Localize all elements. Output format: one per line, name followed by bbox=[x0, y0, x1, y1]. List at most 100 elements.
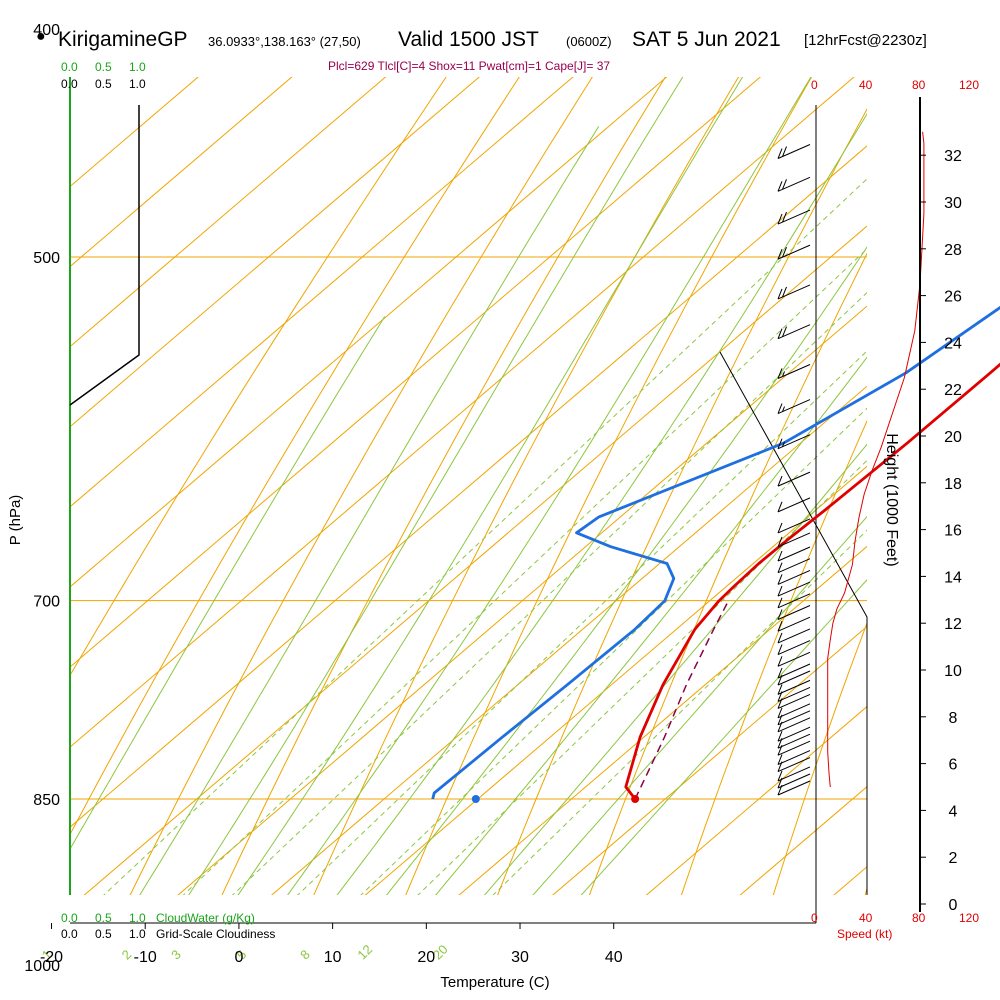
height-tick-label: 26 bbox=[944, 289, 962, 306]
wind-barb-flag bbox=[777, 609, 783, 620]
wind-barb bbox=[777, 651, 811, 667]
mixing-ratio-label: 12 bbox=[354, 942, 375, 963]
wind-barb-staff bbox=[777, 605, 811, 620]
wind-panel bbox=[777, 131, 925, 796]
wind-barb-staff bbox=[777, 593, 811, 609]
isotherm--110 bbox=[70, 77, 199, 188]
wind-barb bbox=[777, 434, 811, 450]
height-tick-label: 10 bbox=[944, 663, 962, 680]
wind-barb-staff bbox=[777, 569, 811, 585]
wind-barb-flag bbox=[777, 288, 783, 300]
wind-barb bbox=[777, 750, 811, 766]
wind-barb-staff bbox=[777, 324, 811, 340]
mixing-ratio-line-2 bbox=[182, 248, 867, 895]
dry-adiabat-60 bbox=[772, 621, 867, 895]
wind-barb bbox=[777, 733, 811, 749]
dry-adiabat-0 bbox=[221, 77, 666, 895]
cloudiness-label: Grid-Scale Cloudiness bbox=[156, 927, 276, 941]
wind-barb-flag bbox=[777, 770, 783, 782]
cloudwater-label: CloudWater (g/Kg) bbox=[156, 911, 255, 925]
wind-barb-flag bbox=[782, 179, 787, 190]
wind-barb-half-flag bbox=[782, 371, 785, 377]
wind-barb-flag bbox=[777, 181, 783, 192]
wind-barb-staff bbox=[777, 434, 811, 450]
x-axis-title: Temperature (C) bbox=[440, 974, 549, 991]
temp-tick-label: 0 bbox=[234, 949, 243, 966]
wind-barb bbox=[777, 324, 811, 340]
wind-barb bbox=[777, 780, 811, 796]
wind-barb bbox=[777, 471, 811, 487]
wind-barb-flag bbox=[777, 501, 783, 513]
cloudiness-line bbox=[69, 105, 140, 406]
moist-adiabat-30 bbox=[532, 515, 867, 895]
wind-barb-staff bbox=[777, 686, 811, 702]
wind-barb-staff bbox=[777, 750, 811, 766]
height-tick-label: 4 bbox=[949, 803, 958, 820]
wind-barb-staff bbox=[777, 518, 811, 534]
height-tick-label: 8 bbox=[949, 710, 958, 727]
station-marker-dot: ● bbox=[36, 28, 46, 45]
height-tick-label: 32 bbox=[944, 148, 962, 165]
dry-adiabat-10 bbox=[313, 77, 740, 895]
wind-barb-flag bbox=[777, 403, 783, 414]
valid-time: Valid 1500 JST bbox=[398, 28, 539, 51]
height-tick-label: 16 bbox=[944, 523, 962, 540]
isotherm-30 bbox=[552, 625, 867, 895]
tropopause-boundary-line bbox=[719, 351, 868, 895]
wind-barb-staff bbox=[777, 581, 811, 597]
wind-barb bbox=[777, 558, 811, 574]
wind-barb-staff bbox=[777, 780, 811, 796]
cloudiness-tick-top-2: 1.0 bbox=[129, 77, 146, 91]
wind-barb bbox=[777, 605, 811, 620]
wind-speed-trace bbox=[827, 131, 925, 788]
isotherm-20 bbox=[458, 545, 867, 895]
isotherm-10 bbox=[364, 465, 867, 895]
wind-barb bbox=[777, 497, 811, 513]
wind-barb-flag bbox=[777, 644, 783, 655]
height-tick-label: 14 bbox=[944, 569, 962, 586]
dry-adiabat-20 bbox=[405, 77, 813, 895]
mixing-ratio-line-12 bbox=[417, 459, 867, 895]
moist-adiabat--20 bbox=[70, 316, 386, 851]
wind-barb-flag bbox=[782, 211, 787, 223]
station-name: KirigamineGP bbox=[58, 28, 188, 51]
wind-barb bbox=[777, 726, 811, 742]
wind-barb bbox=[777, 284, 811, 300]
wind-barb-flag bbox=[777, 597, 783, 608]
wind-barb-flag bbox=[782, 146, 787, 157]
isotherm--10 bbox=[177, 305, 867, 895]
station-coords: 36.0933°,138.163° (27,50) bbox=[208, 34, 361, 49]
height-tick-label: 20 bbox=[944, 429, 962, 446]
isotherm--100 bbox=[70, 77, 293, 268]
temp-tick-label: 40 bbox=[605, 949, 623, 966]
dry-adiabat--10 bbox=[129, 77, 593, 895]
isotherm-0 bbox=[271, 385, 867, 895]
cloudwater-tick-bottom-0: 0.0 bbox=[61, 911, 78, 925]
cloudwater-tick-top-1: 0.5 bbox=[95, 60, 112, 74]
wind-barb bbox=[777, 640, 811, 656]
cloudiness-tick-bottom-1: 0.5 bbox=[95, 927, 112, 941]
wind-barb-staff bbox=[777, 244, 811, 260]
wind-barb-staff bbox=[777, 176, 811, 192]
wind-barb-half-flag bbox=[782, 441, 785, 447]
temp-tick-label: 20 bbox=[417, 949, 435, 966]
speed-axis-label: Speed (kt) bbox=[837, 927, 893, 941]
wind-barb-staff bbox=[777, 558, 811, 574]
isotherm-50 bbox=[739, 786, 867, 895]
wind-barb bbox=[777, 364, 811, 379]
wind-barb bbox=[777, 773, 811, 789]
dewpoint-trace bbox=[431, 305, 1000, 800]
moist-adiabat--10 bbox=[139, 126, 600, 895]
wind-barb-flag bbox=[777, 248, 783, 260]
wind-barb-flag bbox=[777, 522, 783, 534]
speed-tick-top-0: 0 bbox=[811, 78, 818, 92]
y-axis-title: P (hPa) bbox=[7, 495, 24, 546]
height-tick-label: 6 bbox=[949, 757, 958, 774]
